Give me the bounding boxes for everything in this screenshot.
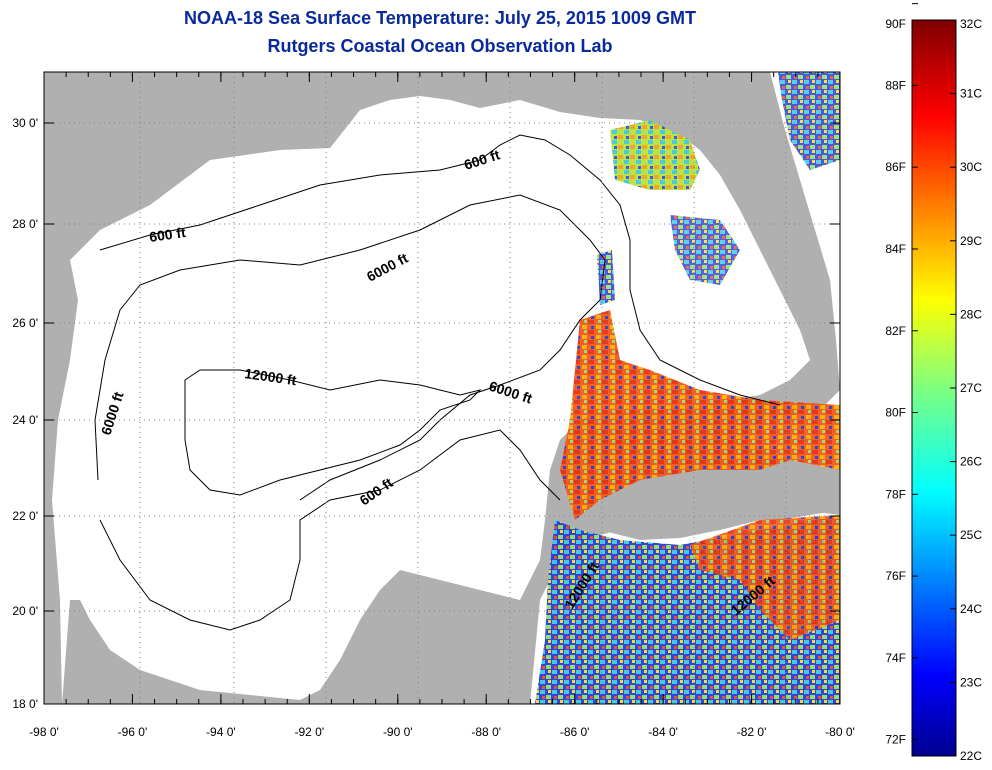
colorbar-celsius-label: 28C [960,307,982,321]
colorbar-celsius-label: 32C [960,17,982,31]
colorbar-celsius-label: 27C [960,381,982,395]
colorbar-celsius-label: 30C [960,160,982,174]
map-subtitle: Rutgers Coastal Ocean Observation Lab [267,36,613,56]
colorbar-celsius-label: 24C [960,602,982,616]
colorbar-celsius-label: 31C [960,87,982,101]
colorbar-celsius-label: 26C [960,455,982,469]
graticule [44,72,840,704]
colorbar-ticks [912,3,956,757]
colorbar-celsius-label: 22C [960,749,982,763]
sst-florida-shelf [670,215,740,285]
latitude-label: 28 0' [12,217,38,231]
colorbar-celsius-label: 25C [960,528,982,542]
longitude-label: -94 0' [206,725,236,739]
latitude-label: 30 0' [12,116,38,130]
contour-6000ft [94,194,606,501]
longitude-label: -88 0' [471,725,501,739]
colorbar-fahrenheit-label: 84F [885,242,906,256]
map-area [44,72,840,704]
longitude-label: -82 0' [737,725,767,739]
sst-west-swath [597,250,615,305]
colorbar-fahrenheit-label: 78F [885,487,906,501]
latitude-label: 18 0' [12,697,38,711]
colorbar-fahrenheit-label: 86F [885,160,906,174]
colorbar-fahrenheit-label: 80F [885,406,906,420]
latitude-label: 22 0' [12,509,38,523]
contour-label: 12000 ft [244,365,298,388]
colorbar-fahrenheit-label: 72F [885,733,906,747]
colorbar-celsius-label: 29C [960,234,982,248]
colorbar-fahrenheit-label: 88F [885,78,906,92]
longitude-label: -86 0' [560,725,590,739]
longitude-label: -98 0' [29,725,59,739]
longitude-label: -80 0' [825,725,855,739]
map-title: NOAA-18 Sea Surface Temperature: July 25… [184,8,696,28]
atlantic-ocean [740,72,840,470]
latitude-label: 26 0' [12,316,38,330]
axis-ticks [43,72,841,705]
contour-label: 600 ft [148,224,187,245]
cuba-land [580,470,840,540]
longitude-label: -96 0' [118,725,148,739]
sst-warm-caribbean [690,515,840,640]
longitude-labels: -98 0' -96 0' -94 0' -92 0' -90 0' -88 0' -86 … [29,725,855,739]
latitude-label: 20 0' [12,604,38,618]
colorbar-celsius-labels: 32C 31C 30C 29C 28C 27C 26C 25C 24C 23C 22C [960,17,982,763]
bathymetry-contours [94,134,781,631]
sst-swath [560,310,840,520]
longitude-label: -90 0' [383,725,413,739]
colorbar [911,19,957,757]
contour-12000ft [184,369,482,496]
colorbar-fahrenheit-label: 82F [885,324,906,338]
contour-600ft-yucatan [99,429,561,631]
longitude-label: -84 0' [648,725,678,739]
latitude-label: 24 0' [12,413,38,427]
longitude-label: -92 0' [295,725,325,739]
colorbar-fahrenheit-label: 90F [885,17,906,31]
colorbar-celsius-label: 23C [960,675,982,689]
sst-northeast-gulf [610,120,700,190]
colorbar-fahrenheit-label: 74F [885,651,906,665]
sst-atlantic [778,72,840,170]
contour-600ft [99,134,781,406]
gulf-ocean [52,96,810,704]
colorbar-fahrenheit-labels: 90F 88F 86F 84F 82F 80F 78F 76F 74F 72F [885,17,906,747]
colorbar-fahrenheit-label: 76F [885,569,906,583]
latitude-labels: 30 0' 28 0' 26 0' 24 0' 22 0' 20 0' 18 0' [12,116,38,711]
